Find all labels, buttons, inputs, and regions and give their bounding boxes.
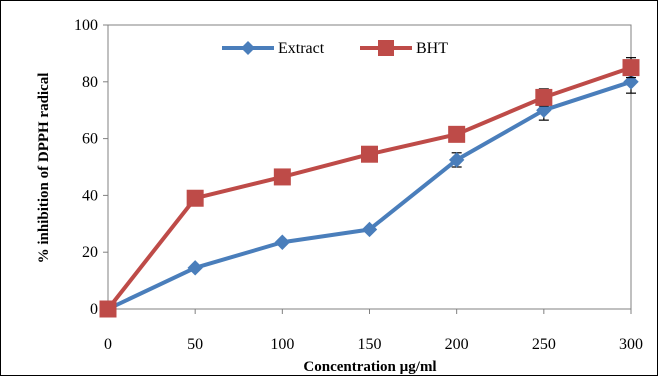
legend-marker [241, 41, 255, 55]
legend-entry-bht: BHT [360, 40, 448, 57]
series-layer [99, 57, 640, 318]
legend-marker [378, 40, 394, 56]
data-point [186, 189, 204, 207]
x-tick-label: 300 [619, 336, 643, 353]
x-tick-label: 50 [187, 336, 203, 353]
x-tick-label: 200 [445, 336, 469, 353]
data-point [536, 102, 552, 118]
data-point [361, 145, 378, 163]
y-tick-label: 20 [82, 244, 98, 261]
data-point [448, 152, 465, 168]
x-axis-title: Concentration µg/ml [303, 359, 436, 375]
legend-entry-extract: Extract [222, 40, 325, 57]
axes: 0 20 40 60 80 100 0 50 100 150 200 250 300 [74, 17, 643, 353]
data-point [623, 74, 639, 90]
data-point [187, 260, 203, 276]
x-tick-label: 100 [270, 336, 294, 353]
legend-label: BHT [416, 40, 448, 57]
legend: Extract BHT [222, 40, 448, 57]
data-point [535, 88, 553, 106]
data-point [99, 300, 117, 318]
data-point [448, 125, 466, 143]
x-tick-label: 0 [104, 336, 112, 353]
data-point [361, 221, 378, 238]
y-tick-label: 0 [90, 301, 98, 318]
data-point [622, 59, 640, 77]
y-tick-label: 60 [82, 131, 98, 148]
y-tick-label: 40 [82, 187, 98, 204]
y-tick-label: 80 [82, 74, 98, 91]
legend-label: Extract [278, 40, 325, 57]
data-point [274, 234, 291, 250]
x-tick-label: 250 [532, 336, 556, 353]
series-bht [99, 57, 640, 318]
y-tick-label: 100 [74, 17, 98, 34]
x-tick-label: 150 [358, 336, 382, 353]
data-point [273, 168, 291, 186]
y-axis-title: % inhibition of DPPH radical [36, 73, 52, 264]
